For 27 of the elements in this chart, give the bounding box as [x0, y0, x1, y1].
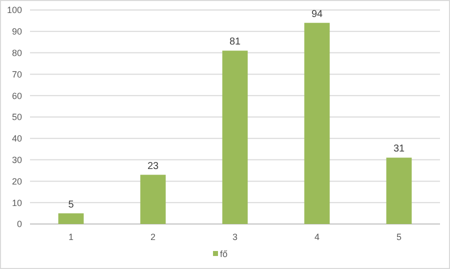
- y-tick-label: 90: [12, 26, 22, 37]
- data-label: 5: [68, 199, 74, 210]
- y-tick-label: 20: [12, 176, 22, 186]
- y-tick-label: 0: [16, 219, 22, 230]
- y-tick-label: 40: [12, 134, 22, 144]
- y-tick-label: 100: [6, 5, 22, 16]
- bar: [222, 50, 248, 224]
- y-tick-label: 80: [12, 48, 22, 58]
- x-tick-label: 5: [396, 232, 402, 242]
- bar: [140, 174, 166, 224]
- bar: [386, 158, 412, 224]
- x-tick-label: 3: [232, 232, 238, 242]
- bar: [304, 22, 330, 224]
- x-tick-label: 4: [314, 232, 320, 242]
- y-tick-label: 50: [12, 112, 22, 122]
- legend-label: fő: [220, 249, 228, 259]
- data-label: 23: [147, 160, 159, 172]
- y-tick-label: 10: [12, 198, 22, 208]
- y-tick-label: 30: [12, 154, 22, 165]
- bar: [58, 213, 84, 224]
- x-tick-label: 1: [68, 232, 74, 242]
- data-label: 81: [229, 36, 241, 48]
- y-tick-label: 70: [12, 69, 22, 80]
- y-tick-label: 60: [12, 90, 22, 101]
- data-label: 31: [393, 144, 405, 155]
- x-tick-label: 2: [150, 232, 156, 242]
- data-label: 94: [311, 8, 323, 20]
